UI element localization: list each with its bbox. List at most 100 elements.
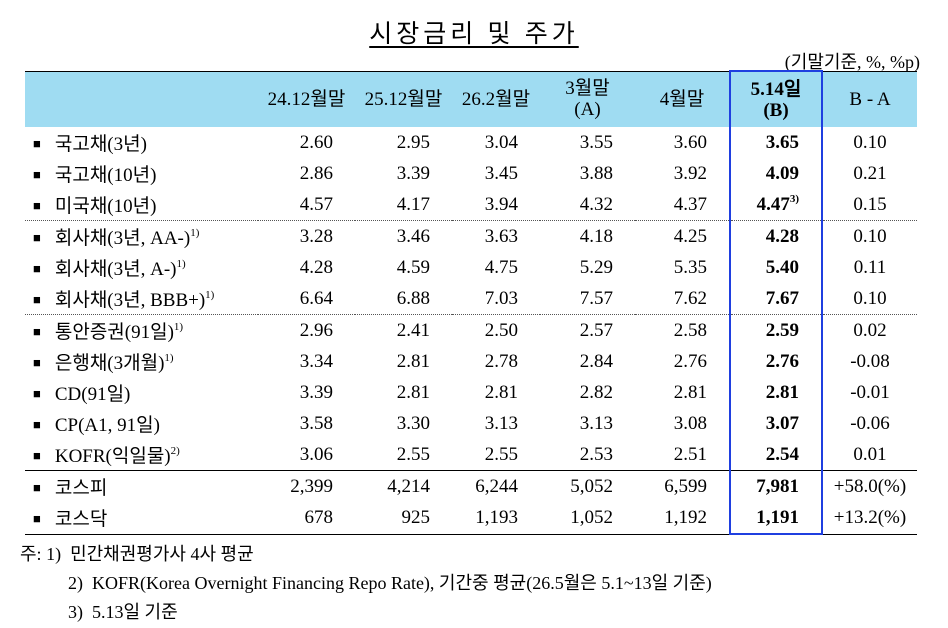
bullet: ■ xyxy=(33,198,41,213)
value-cell: 3.45 xyxy=(452,158,540,189)
value-cell: 2.51 xyxy=(635,439,730,471)
value: 4.32 xyxy=(579,193,613,215)
value-cell: 3.06 xyxy=(258,439,355,471)
value: 925 xyxy=(401,506,431,528)
header-text: 3월말 xyxy=(565,78,610,100)
footnote-ref: 1) xyxy=(190,227,200,239)
header-cell: 5.14일 (B) xyxy=(729,70,823,127)
value: 6,244 xyxy=(475,475,518,497)
value-cell: 7.03 xyxy=(452,283,540,315)
value-cell: 0.01 xyxy=(822,439,917,471)
value-cell: 1,191 xyxy=(729,502,823,535)
value: 6.88 xyxy=(396,287,430,309)
table-row: ■ CD(91일) 3.39 2.81 2.81 2.82 2.81 2.81 -0.01 xyxy=(25,377,917,408)
rate-table: 24.12월말 25.12월말 26.2월말 3월말 (A) 4월말 5.14일 (B) B -… xyxy=(25,70,917,535)
header-cell: B - A xyxy=(822,70,917,127)
note-item: 2) KOFR(Korea Overnight Financing Repo R… xyxy=(20,569,712,598)
title: 시장금리 및 주가 xyxy=(0,14,948,50)
value-cell: 4.17 xyxy=(355,189,452,221)
label-text: 은행채(3개월) xyxy=(54,353,165,374)
row-label: ■ 미국채(10년) xyxy=(25,189,258,221)
value-cell: 4.473) xyxy=(729,189,823,221)
value: 0.10 xyxy=(853,287,887,309)
note-num: 3) xyxy=(68,602,83,622)
value: -0.06 xyxy=(850,412,890,434)
bullet: ■ xyxy=(33,136,41,151)
note-num: 1) xyxy=(46,544,62,564)
value-cell: 3.34 xyxy=(258,346,355,377)
value-cell: 2.57 xyxy=(540,314,635,346)
value: 2.50 xyxy=(484,319,518,341)
value-cell: 2.81 xyxy=(729,377,823,408)
value: 4.28 xyxy=(765,225,799,247)
note-num: 2) xyxy=(68,573,83,593)
value: 2.51 xyxy=(673,443,707,465)
footnote-ref: 3) xyxy=(789,192,799,205)
value: 2,399 xyxy=(290,475,333,497)
value: 2.76 xyxy=(765,350,799,372)
footnote-ref: 1) xyxy=(173,321,184,333)
value: 3.39 xyxy=(299,381,333,403)
row-label: ■ CP(A1, 91일) xyxy=(25,408,258,439)
value-cell: 4.09 xyxy=(729,158,823,189)
table-row: ■ 국고채(3년) 2.60 2.95 3.04 3.55 3.60 3.65 0.10 xyxy=(25,127,917,158)
label-text: 통안증권(91일) xyxy=(54,322,174,343)
table-row: ■ 미국채(10년) 4.57 4.17 3.94 4.32 4.37 4.473) 0.15 xyxy=(25,189,917,221)
header-text: 5.14일 xyxy=(750,78,802,100)
value-cell: 3.88 xyxy=(540,158,635,189)
table-row: ■ CP(A1, 91일) 3.58 3.30 3.13 3.13 3.08 3.07 -0.0… xyxy=(25,408,917,439)
value: 4.25 xyxy=(673,225,707,247)
value: 0.11 xyxy=(853,256,887,278)
table-row: ■ 회사채(3년, AA-)1) 3.28 3.46 3.63 4.18 4.25 4.28 0… xyxy=(25,220,917,252)
value-cell: 3.94 xyxy=(452,189,540,221)
value-cell: 4.25 xyxy=(635,220,730,252)
value: 3.46 xyxy=(396,225,430,247)
value-cell: 2.41 xyxy=(355,314,452,346)
row-label: ■ 국고채(3년) xyxy=(25,127,258,158)
value: 5.29 xyxy=(579,256,613,278)
table-row: ■ KOFR(익일물)2) 3.06 2.55 2.55 2.53 2.51 2.54 0.01 xyxy=(25,439,917,471)
value-cell: 2.76 xyxy=(635,346,730,377)
value: 3.28 xyxy=(299,225,333,247)
value: 2.84 xyxy=(579,350,613,372)
header-text: 25.12월말 xyxy=(364,88,443,110)
value: 0.10 xyxy=(853,131,887,153)
value-cell: 2,399 xyxy=(258,470,355,502)
value: 3.34 xyxy=(299,350,333,372)
bullet: ■ xyxy=(33,511,41,527)
value-cell: 2.76 xyxy=(729,346,823,377)
value: 3.13 xyxy=(484,412,518,434)
value: 2.59 xyxy=(765,319,799,341)
value: 2.58 xyxy=(673,319,707,341)
value: 2.81 xyxy=(396,381,430,403)
header-cell: 4월말 xyxy=(635,70,730,127)
value-cell: 4.57 xyxy=(258,189,355,221)
label-text: 미국채(10년) xyxy=(54,196,157,217)
value-cell: 3.04 xyxy=(452,127,540,158)
row-label: ■ 코스피 xyxy=(25,470,258,502)
value: 4,214 xyxy=(387,475,430,497)
value-cell: -0.06 xyxy=(822,408,917,439)
bullet: ■ xyxy=(33,448,41,463)
value: 2.76 xyxy=(673,350,707,372)
label-text: 국고채(10년) xyxy=(54,165,157,186)
value-cell: 4.28 xyxy=(729,220,823,252)
value: 3.08 xyxy=(673,412,707,434)
value: 3.58 xyxy=(299,412,333,434)
header-text: B - A xyxy=(849,88,891,110)
value-cell: 2.81 xyxy=(355,346,452,377)
row-label: ■ 국고채(10년) xyxy=(25,158,258,189)
row-label: ■ 코스닥 xyxy=(25,502,258,535)
table-row: ■ 은행채(3개월)1) 3.34 2.81 2.78 2.84 2.76 2.76 -0.08 xyxy=(25,346,917,377)
value-cell: 2.82 xyxy=(540,377,635,408)
header-text: 24.12월말 xyxy=(267,88,346,110)
value: 3.30 xyxy=(396,412,430,434)
value: 4.75 xyxy=(484,256,518,278)
value: 7,981 xyxy=(756,475,799,497)
value: 3.63 xyxy=(484,225,518,247)
value-cell: -0.01 xyxy=(822,377,917,408)
value: 4.18 xyxy=(579,225,613,247)
value: 2.82 xyxy=(579,381,613,403)
value-cell: 2.58 xyxy=(635,314,730,346)
